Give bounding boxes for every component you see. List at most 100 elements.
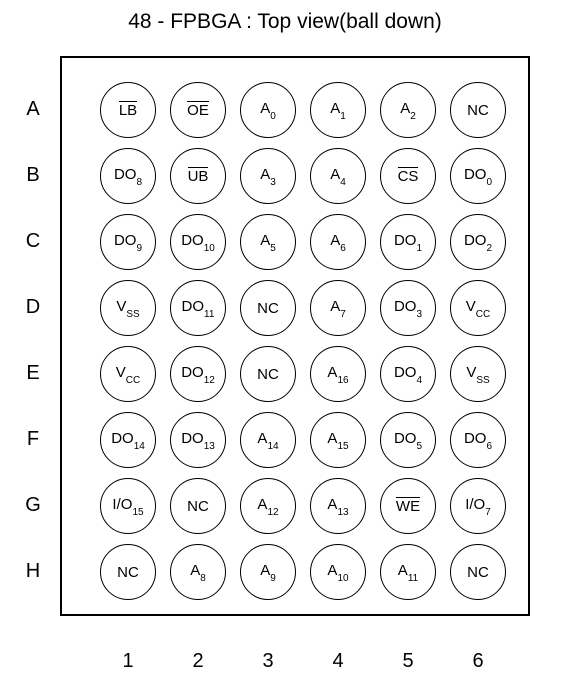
col-label: 4 [323, 650, 353, 673]
ball-C1: DO9 [100, 214, 156, 270]
ball-D2: DO11 [170, 280, 226, 336]
ball-A2: OE [170, 82, 226, 138]
ball-C6: DO2 [450, 214, 506, 270]
row-label: A [18, 98, 48, 121]
ball-label: DO4 [394, 365, 422, 384]
ball-label: I/O15 [112, 497, 143, 516]
row-label: H [18, 560, 48, 583]
ball-H3: A9 [240, 544, 296, 600]
ball-C3: A5 [240, 214, 296, 270]
ball-label: VCC [466, 299, 490, 318]
ball-label: NC [467, 103, 489, 118]
ball-E2: DO12 [170, 346, 226, 402]
col-label: 6 [463, 650, 493, 673]
ball-D3: NC [240, 280, 296, 336]
ball-B4: A4 [310, 148, 366, 204]
ball-B1: DO8 [100, 148, 156, 204]
ball-G3: A12 [240, 478, 296, 534]
col-label: 5 [393, 650, 423, 673]
ball-E1: VCC [100, 346, 156, 402]
ball-G5: WE [380, 478, 436, 534]
ball-label: A15 [327, 431, 348, 450]
ball-D4: A7 [310, 280, 366, 336]
ball-label: DO12 [181, 365, 215, 384]
ball-F5: DO5 [380, 412, 436, 468]
ball-F3: A14 [240, 412, 296, 468]
ball-label: VSS [116, 299, 139, 318]
col-label: 1 [113, 650, 143, 673]
ball-label: A1 [330, 101, 346, 120]
row-label: E [18, 362, 48, 385]
ball-H4: A10 [310, 544, 366, 600]
col-label: 2 [183, 650, 213, 673]
ball-label: VCC [116, 365, 140, 384]
ball-C5: DO1 [380, 214, 436, 270]
ball-label: DO0 [464, 167, 492, 186]
ball-H5: A11 [380, 544, 436, 600]
ball-H1: NC [100, 544, 156, 600]
ball-C4: A6 [310, 214, 366, 270]
ball-label: DO13 [181, 431, 215, 450]
ball-label: A9 [260, 563, 276, 582]
ball-A3: A0 [240, 82, 296, 138]
ball-A6: NC [450, 82, 506, 138]
ball-A1: LB [100, 82, 156, 138]
ball-G4: A13 [310, 478, 366, 534]
ball-H2: A8 [170, 544, 226, 600]
ball-label: NC [467, 565, 489, 580]
ball-label: UB [188, 169, 209, 184]
ball-B5: CS [380, 148, 436, 204]
ball-F2: DO13 [170, 412, 226, 468]
ball-label: A14 [257, 431, 278, 450]
row-label: D [18, 296, 48, 319]
ball-B2: UB [170, 148, 226, 204]
ball-label: DO5 [394, 431, 422, 450]
ball-label: A16 [327, 365, 348, 384]
ball-label: DO10 [181, 233, 215, 252]
ball-C2: DO10 [170, 214, 226, 270]
ball-label: A12 [257, 497, 278, 516]
ball-label: NC [187, 499, 209, 514]
ball-B3: A3 [240, 148, 296, 204]
ball-H6: NC [450, 544, 506, 600]
ball-label: DO1 [394, 233, 422, 252]
ball-label: CS [398, 169, 419, 184]
ball-label: DO11 [182, 299, 215, 318]
ball-label: A5 [260, 233, 276, 252]
ball-label: NC [257, 367, 279, 382]
col-label: 3 [253, 650, 283, 673]
ball-A4: A1 [310, 82, 366, 138]
ball-G6: I/O7 [450, 478, 506, 534]
ball-label: A13 [327, 497, 348, 516]
ball-label: DO3 [394, 299, 422, 318]
ball-F1: DO14 [100, 412, 156, 468]
ball-label: A6 [330, 233, 346, 252]
ball-label: VSS [466, 365, 489, 384]
ball-label: I/O7 [465, 497, 491, 516]
ball-label: A3 [260, 167, 276, 186]
ball-E4: A16 [310, 346, 366, 402]
ball-label: DO9 [114, 233, 142, 252]
ball-label: A10 [327, 563, 348, 582]
ball-D5: DO3 [380, 280, 436, 336]
ball-label: A4 [330, 167, 346, 186]
ball-label: DO14 [111, 431, 145, 450]
row-label: C [18, 230, 48, 253]
ball-E5: DO4 [380, 346, 436, 402]
ball-label: LB [119, 103, 137, 118]
ball-label: DO2 [464, 233, 492, 252]
row-label: B [18, 164, 48, 187]
ball-label: WE [396, 499, 420, 514]
ball-A5: A2 [380, 82, 436, 138]
ball-label: NC [257, 301, 279, 316]
ball-label: A2 [400, 101, 416, 120]
ball-E6: VSS [450, 346, 506, 402]
ball-F6: DO6 [450, 412, 506, 468]
package-outline: ABCDEFGH 123456 LBOEA0A1A2NCDO8UBA3A4CSD… [60, 56, 530, 616]
ball-D1: VSS [100, 280, 156, 336]
row-label: F [18, 428, 48, 451]
ball-label: DO6 [464, 431, 492, 450]
ball-label: A11 [398, 563, 418, 582]
ball-D6: VCC [450, 280, 506, 336]
diagram-title: 48 - FPBGA : Top view(ball down) [0, 0, 570, 42]
